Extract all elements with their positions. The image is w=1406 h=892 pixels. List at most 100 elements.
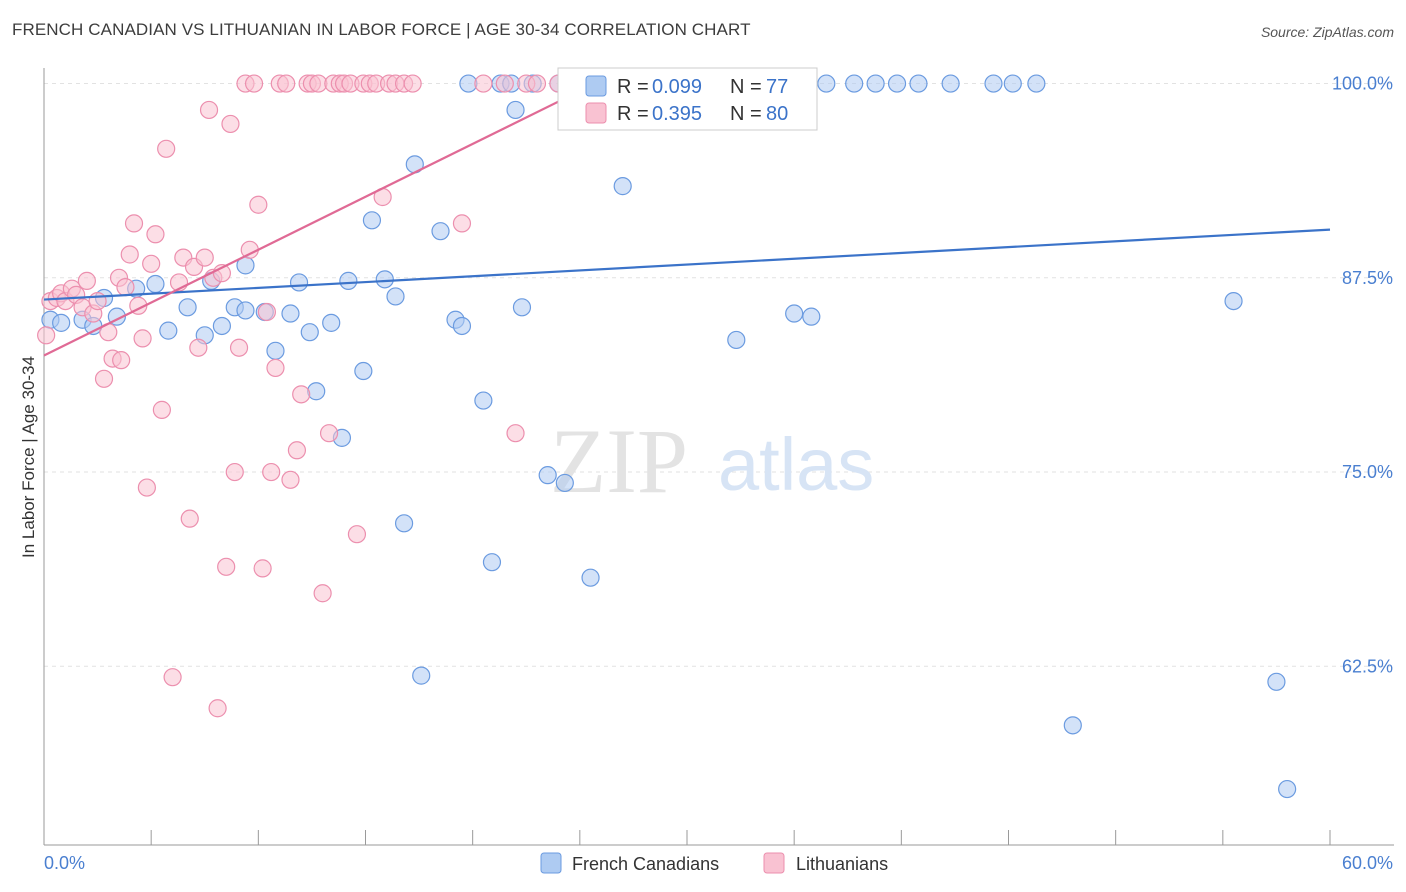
point-lithuanians <box>120 245 139 264</box>
point-french-canadians <box>1027 74 1046 93</box>
x-ticks <box>150 830 1331 845</box>
watermark-atlas: atlas <box>718 423 874 506</box>
point-french-canadians <box>613 177 632 196</box>
point-lithuanians <box>221 114 240 134</box>
point-lithuanians <box>37 326 56 345</box>
point-lithuanians <box>257 302 277 322</box>
point-lithuanians <box>137 478 156 497</box>
stats-legend-n-label-0: N = <box>730 76 762 98</box>
point-lithuanians <box>133 329 152 348</box>
point-lithuanians <box>474 74 493 93</box>
trend-line-lithuanians <box>43 79 602 357</box>
stats-legend: R = 0.099 N = 77 R = 0.395 N = 80 <box>557 67 818 131</box>
point-french-canadians <box>159 321 178 340</box>
point-french-canadians <box>866 74 885 93</box>
point-french-canadians <box>431 222 450 241</box>
point-lithuanians <box>262 462 281 482</box>
point-french-canadians <box>538 466 557 485</box>
point-french-canadians <box>941 74 960 93</box>
point-french-canadians <box>887 74 907 93</box>
point-french-canadians <box>375 270 394 289</box>
point-french-canadians <box>212 316 231 336</box>
point-french-canadians <box>307 382 326 401</box>
point-lithuanians <box>249 195 268 214</box>
point-french-canadians <box>1003 74 1022 93</box>
point-lithuanians <box>287 441 307 460</box>
y-tick-label: 62.5% <box>1342 656 1393 676</box>
stats-legend-r-label-1: R = <box>617 103 649 125</box>
point-french-canadians <box>1063 716 1082 735</box>
point-french-canadians <box>266 341 285 360</box>
stats-legend-swatch-french-canadians <box>585 75 607 97</box>
point-lithuanians <box>124 214 144 233</box>
point-lithuanians <box>495 74 514 93</box>
point-french-canadians <box>178 298 197 317</box>
point-lithuanians <box>112 351 131 370</box>
x-tick-label-max: 60.0% <box>1342 853 1393 873</box>
trend-lines <box>43 79 1331 357</box>
stats-legend-r-value-0: 0.099 <box>652 76 702 98</box>
point-lithuanians <box>253 559 272 578</box>
point-lithuanians <box>244 74 264 93</box>
point-french-canadians <box>802 307 821 326</box>
trend-line-french-canadians <box>43 228 1331 301</box>
point-french-canadians <box>482 553 502 572</box>
point-lithuanians <box>506 424 525 443</box>
y-axis-label: In Labor Force | Age 30-34 <box>19 356 38 558</box>
point-french-canadians <box>1278 779 1297 799</box>
legend-label-lithuanians: Lithuanians <box>796 854 888 874</box>
point-french-canadians <box>146 274 165 294</box>
grid <box>44 83 1394 667</box>
point-lithuanians <box>403 74 422 93</box>
point-french-canadians <box>909 74 928 93</box>
point-lithuanians <box>313 584 332 603</box>
legend-swatch-lithuanians <box>763 852 785 874</box>
y-tick-labels: 62.5% 75.0% 87.5% 100.0% <box>1332 74 1393 677</box>
point-lithuanians <box>142 254 161 273</box>
point-lithuanians <box>189 338 208 357</box>
point-french-canadians <box>281 304 300 323</box>
point-french-canadians <box>354 361 373 381</box>
legend-label-french-canadians: French Canadians <box>572 854 719 874</box>
point-french-canadians <box>474 391 493 410</box>
point-lithuanians <box>88 292 107 311</box>
point-lithuanians <box>180 509 199 528</box>
y-tick-label: 75.0% <box>1342 462 1393 482</box>
source-label: Source: ZipAtlas.com <box>1260 24 1394 40</box>
point-lithuanians <box>77 271 96 290</box>
point-french-canadians <box>984 74 1003 93</box>
point-lithuanians <box>292 385 311 404</box>
point-lithuanians <box>527 74 547 93</box>
point-lithuanians <box>452 214 472 233</box>
point-french-canadians <box>555 473 574 493</box>
point-french-canadians <box>52 313 71 332</box>
chart-title: FRENCH CANADIAN VS LITHUANIAN IN LABOR F… <box>12 20 751 39</box>
point-french-canadians <box>386 287 405 306</box>
point-french-canadians <box>727 330 746 350</box>
series-lithuanians <box>37 74 589 718</box>
point-french-canadians <box>236 301 255 320</box>
point-lithuanians <box>281 470 300 489</box>
point-french-canadians <box>845 74 864 93</box>
point-lithuanians <box>157 139 176 158</box>
point-french-canadians <box>581 568 600 587</box>
point-french-canadians <box>339 271 358 290</box>
point-french-canadians <box>322 313 341 332</box>
stats-legend-r-value-1: 0.395 <box>652 103 702 125</box>
y-tick-label: 87.5% <box>1342 268 1393 288</box>
stats-legend-n-value-1: 80 <box>766 103 788 125</box>
point-lithuanians <box>225 462 244 482</box>
x-tick-label-min: 0.0% <box>44 853 85 873</box>
point-french-canadians <box>1267 672 1286 691</box>
point-french-canadians <box>506 100 525 120</box>
point-lithuanians <box>266 358 285 378</box>
point-french-canadians <box>300 323 319 342</box>
stats-legend-r-label-0: R = <box>617 76 649 98</box>
point-lithuanians <box>319 424 339 443</box>
point-french-canadians <box>512 298 532 317</box>
point-lithuanians <box>116 278 135 297</box>
point-french-canadians <box>394 514 414 533</box>
point-french-canadians <box>1224 292 1243 311</box>
point-lithuanians <box>199 100 219 120</box>
